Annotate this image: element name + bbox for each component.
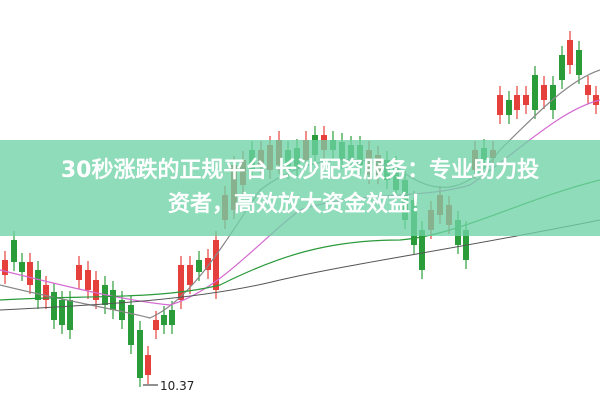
candle-body [550, 85, 556, 110]
candle-body [19, 262, 25, 272]
banner-line: 资者，高效放大资金效益！ [167, 192, 432, 217]
candle-body [523, 95, 529, 105]
candle-body [497, 95, 503, 115]
candle-body [76, 265, 82, 280]
banner-line: 30秒涨跌的正规平台 长沙配资服务：专业助力投 [60, 158, 540, 183]
candle-body [506, 100, 512, 115]
candle-body [169, 310, 175, 325]
candle-body [419, 230, 425, 270]
candle-body [593, 95, 599, 105]
candle-body [585, 85, 591, 95]
candle-body [43, 285, 49, 300]
candle-body [11, 240, 17, 262]
candle-body [27, 262, 33, 285]
candle-body [93, 280, 99, 300]
candle-body [145, 355, 151, 375]
candle-body [576, 50, 582, 75]
candle-body [137, 330, 143, 378]
candle-body [559, 55, 565, 80]
low-label: 10.37 [160, 379, 194, 393]
candle-body [153, 320, 159, 330]
candle-body [85, 270, 91, 290]
banner: 30秒涨跌的正规平台 长沙配资服务：专业助力投 资者，高效放大资金效益！ [0, 140, 600, 236]
candle-body [532, 75, 538, 110]
candle-body [2, 260, 8, 275]
candle-body [119, 300, 125, 320]
candle-body [514, 95, 520, 110]
candle-body [567, 40, 573, 65]
candle-body [213, 240, 219, 290]
candle-body [67, 300, 73, 330]
candle-body [205, 258, 211, 270]
candle-body [178, 265, 184, 300]
candle-body [187, 265, 193, 285]
candle-body [128, 305, 134, 345]
candle-body [196, 260, 202, 272]
candle-body [35, 270, 41, 300]
candle-body [110, 290, 116, 310]
candle-body [541, 85, 547, 100]
ma-line [0, 219, 600, 311]
candle-body [161, 315, 167, 325]
candle-body [51, 292, 57, 320]
candle-body [59, 300, 65, 325]
